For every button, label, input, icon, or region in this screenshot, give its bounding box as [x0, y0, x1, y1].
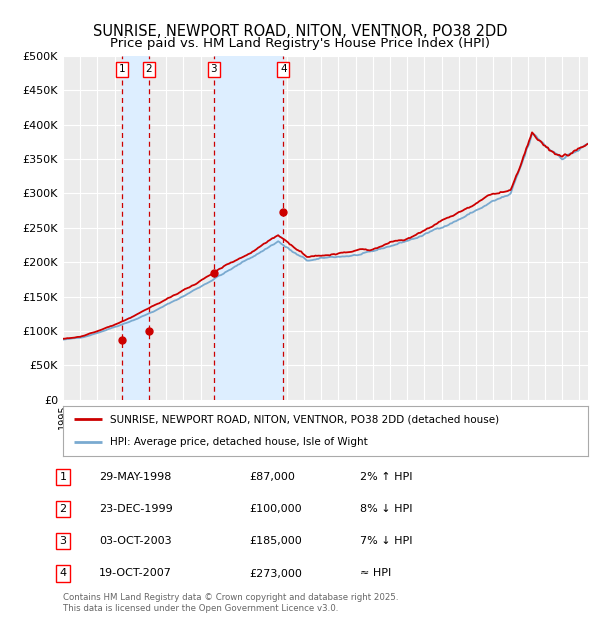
Bar [122, 56, 149, 400]
Text: 2: 2 [145, 64, 152, 74]
Bar [214, 56, 283, 400]
Text: £100,000: £100,000 [249, 504, 302, 514]
Text: Contains HM Land Registry data © Crown copyright and database right 2025.
This d: Contains HM Land Registry data © Crown c… [63, 593, 398, 613]
Text: 03-OCT-2003: 03-OCT-2003 [99, 536, 172, 546]
Text: £185,000: £185,000 [249, 536, 302, 546]
Text: 19-OCT-2007: 19-OCT-2007 [99, 569, 172, 578]
Text: 7% ↓ HPI: 7% ↓ HPI [360, 536, 413, 546]
Text: 23-DEC-1999: 23-DEC-1999 [99, 504, 173, 514]
Text: 4: 4 [59, 569, 67, 578]
Text: ≈ HPI: ≈ HPI [360, 569, 391, 578]
Text: 8% ↓ HPI: 8% ↓ HPI [360, 504, 413, 514]
Text: 3: 3 [59, 536, 67, 546]
Text: 3: 3 [211, 64, 217, 74]
Text: SUNRISE, NEWPORT ROAD, NITON, VENTNOR, PO38 2DD (detached house): SUNRISE, NEWPORT ROAD, NITON, VENTNOR, P… [110, 415, 499, 425]
Text: HPI: Average price, detached house, Isle of Wight: HPI: Average price, detached house, Isle… [110, 437, 368, 447]
Text: SUNRISE, NEWPORT ROAD, NITON, VENTNOR, PO38 2DD: SUNRISE, NEWPORT ROAD, NITON, VENTNOR, P… [93, 24, 507, 38]
Text: 1: 1 [118, 64, 125, 74]
Text: Price paid vs. HM Land Registry's House Price Index (HPI): Price paid vs. HM Land Registry's House … [110, 37, 490, 50]
Text: 2% ↑ HPI: 2% ↑ HPI [360, 472, 413, 482]
Text: 1: 1 [59, 472, 67, 482]
Text: 2: 2 [59, 504, 67, 514]
Text: £273,000: £273,000 [249, 569, 302, 578]
Text: 4: 4 [280, 64, 287, 74]
Text: 29-MAY-1998: 29-MAY-1998 [99, 472, 172, 482]
Text: £87,000: £87,000 [249, 472, 295, 482]
